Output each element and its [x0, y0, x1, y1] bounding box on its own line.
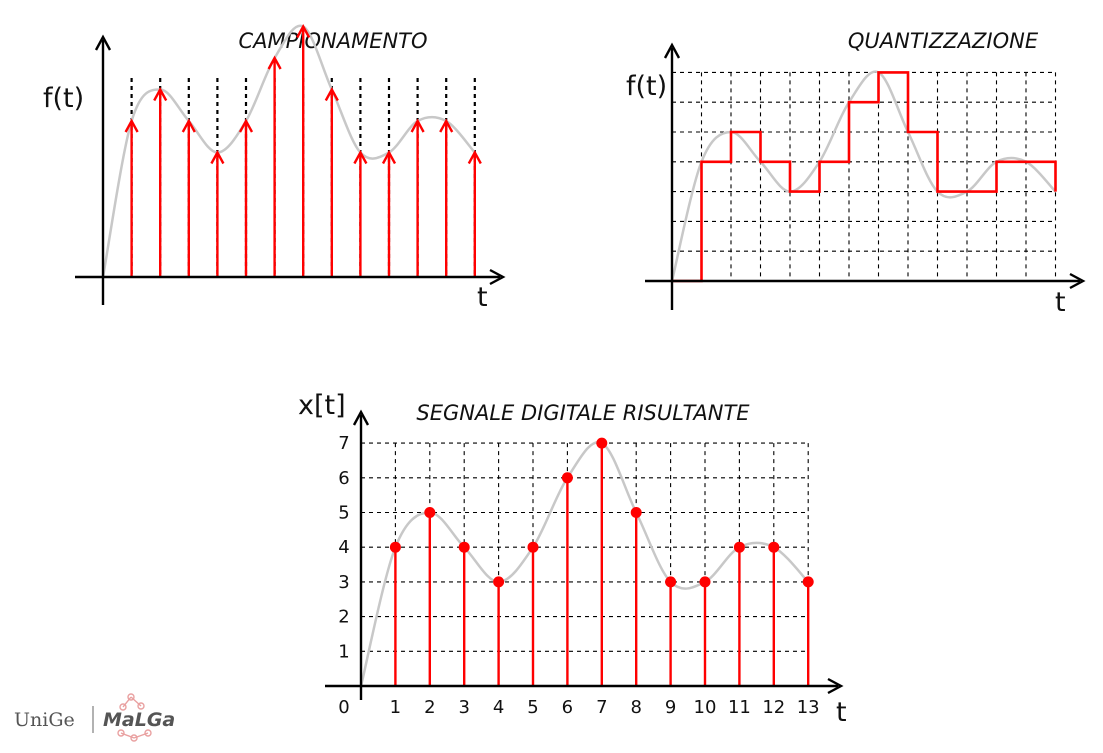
x-tick-label: 4 [493, 697, 504, 718]
sample-point [630, 507, 642, 518]
sample-arrowhead [181, 118, 196, 133]
quantization-y-label: f(t) [626, 71, 667, 102]
sampling-title: CAMPIONAMENTO [238, 29, 427, 53]
x-tick-label: 1 [390, 697, 401, 718]
sampling-y-arrowhead [94, 34, 112, 51]
x-tick-label: 10 [694, 697, 717, 718]
sample-point [596, 437, 608, 449]
quantization-y-arrowhead [663, 42, 681, 59]
sample-arrowhead [296, 23, 311, 39]
quantization-panel: QUANTIZZAZIONE f(t) t [626, 29, 1086, 318]
sample-point [733, 541, 745, 553]
sample-arrowhead [324, 86, 339, 102]
x-tick-label: 8 [630, 697, 641, 718]
sample-point [458, 541, 470, 553]
sample-arrowhead [267, 55, 282, 70]
y-tick-label: 6 [338, 468, 349, 489]
sample-arrowhead [353, 149, 368, 165]
digital-grid [361, 442, 809, 686]
digital-samples [389, 437, 814, 686]
sample-point [424, 507, 436, 518]
x-tick-label: 7 [596, 697, 607, 718]
digital-title: SEGNALE DIGITALE RISULTANTE [416, 401, 750, 425]
sample-point [802, 576, 814, 588]
x-tick-label: 9 [665, 697, 676, 718]
sample-arrowhead [153, 86, 168, 102]
digital-curve [359, 440, 810, 687]
logo: UniGe MaLGa [14, 693, 175, 742]
sample-point [665, 576, 677, 588]
quantization-x-label: t [1055, 287, 1066, 318]
digital-x-tick-labels: 1 2 3 4 5 6 7 8 9 10 11 12 13 [390, 697, 820, 718]
sampling-x-label: t [477, 282, 488, 313]
y-tick-label: 2 [338, 607, 349, 628]
sampling-y-label: f(t) [43, 83, 84, 114]
digital-y-tick-labels: 1 2 3 4 5 6 7 [338, 433, 349, 662]
quantization-step-signal [672, 71, 1057, 283]
network-icon [117, 693, 152, 742]
x-tick-label: 2 [424, 697, 435, 718]
digital-x-arrowhead [827, 677, 844, 695]
sample-arrowhead [439, 118, 454, 133]
logo-malga-text: MaLGa [103, 709, 175, 731]
sample-point [527, 541, 539, 553]
x-tick-label: 11 [728, 697, 751, 718]
sampling-x-arrowhead [489, 268, 506, 286]
sample-arrowhead [238, 118, 254, 133]
x-tick-label: 12 [762, 697, 785, 718]
digital-y-arrowhead [352, 409, 370, 426]
sample-point [493, 576, 505, 588]
x-tick-label: 5 [527, 697, 538, 718]
digital-x-label: t [836, 697, 847, 728]
x-tick-label: 3 [458, 697, 469, 718]
sample-arrowhead [381, 149, 397, 165]
y-tick-label: 4 [338, 537, 349, 558]
y-tick-label: 5 [338, 503, 349, 524]
digital-y-label: x[t] [298, 390, 346, 421]
sample-point [389, 541, 401, 553]
sample-point [768, 541, 780, 553]
quantization-title: QUANTIZZAZIONE [848, 29, 1039, 53]
sample-arrowhead [410, 118, 425, 133]
sample-arrowhead [210, 149, 225, 165]
y-tick-label: 7 [338, 433, 349, 454]
sample-arrowhead [124, 118, 139, 133]
sample-point [699, 576, 711, 588]
sampling-arrows [124, 23, 482, 277]
digital-origin-label: 0 [338, 697, 349, 718]
y-tick-label: 1 [338, 641, 349, 662]
quantization-x-arrowhead [1069, 272, 1086, 290]
x-tick-label: 6 [562, 697, 573, 718]
sample-point [561, 472, 573, 484]
logo-unige-text: UniGe [14, 709, 75, 731]
sampling-curve [101, 24, 476, 278]
x-tick-label: 13 [797, 697, 820, 718]
sampling-panel: CAMPIONAMENTO f(t) t [43, 23, 506, 313]
quantization-grid [672, 71, 1057, 281]
sample-arrowhead [467, 149, 482, 165]
y-tick-label: 3 [338, 572, 349, 593]
